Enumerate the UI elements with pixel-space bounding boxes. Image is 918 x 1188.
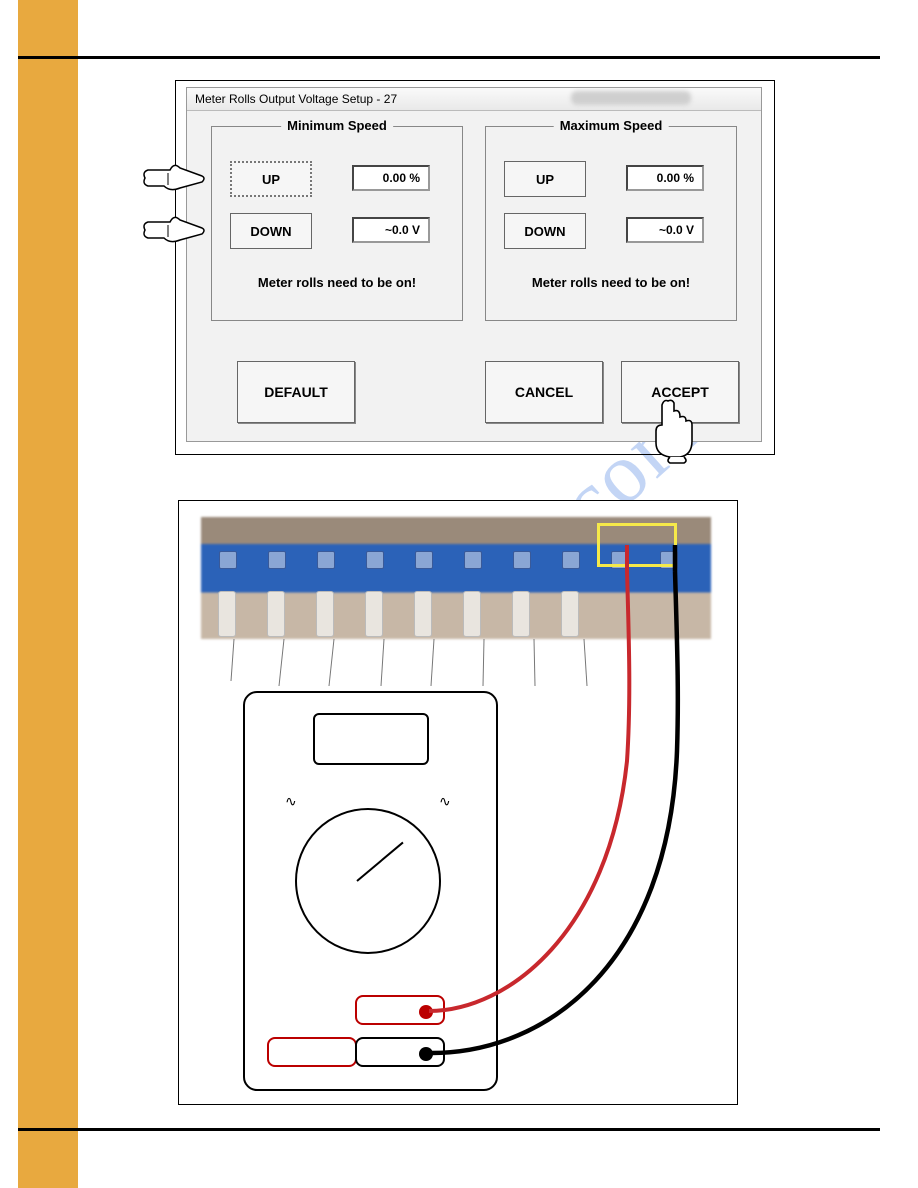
meter-port-red-bottom [267,1037,357,1067]
hand-point-up-icon [140,158,210,198]
terminal-wire [512,591,530,637]
bottom-rule [18,1128,880,1131]
max-down-button[interactable]: DOWN [504,213,586,249]
terminal-screw [317,551,335,569]
max-percent-readout: 0.00 % [626,165,704,191]
group-legend-max: Maximum Speed [554,118,669,133]
terminal-wire [218,591,236,637]
terminal-wire [267,591,285,637]
multimeter-body: ∿ ∿ [243,691,498,1091]
title-blur [571,91,691,105]
terminal-screw [219,551,237,569]
meter-port-red-top [355,995,445,1025]
hand-click-accept-icon [644,395,699,465]
terminal-screw [366,551,384,569]
terminal-wire [316,591,334,637]
group-minimum-speed: Minimum Speed UP DOWN 0.00 % ~0.0 V Mete… [211,126,463,321]
default-button[interactable]: DEFAULT [237,361,355,423]
min-warning-text: Meter rolls need to be on! [212,275,462,290]
meter-port-black [355,1037,445,1067]
sidebar-gold [18,0,78,1188]
cancel-button[interactable]: CANCEL [485,361,603,423]
terminal-wire [561,591,579,637]
ac-symbol-left-icon: ∿ [285,793,297,810]
max-warning-text: Meter rolls need to be on! [486,275,736,290]
terminal-screw [513,551,531,569]
terminal-screw [268,551,286,569]
min-down-button[interactable]: DOWN [230,213,312,249]
terminal-highlight-box [597,523,677,567]
min-up-button[interactable]: UP [230,161,312,197]
group-legend-min: Minimum Speed [281,118,393,133]
hand-point-down-icon [140,210,210,250]
ac-symbol-right-icon: ∿ [439,793,451,810]
terminal-wire [414,591,432,637]
terminal-wire [463,591,481,637]
voltage-setup-dialog: Meter Rolls Output Voltage Setup - 27 Mi… [186,87,762,442]
min-percent-readout: 0.00 % [352,165,430,191]
max-voltage-readout: ~0.0 V [626,217,704,243]
terminal-screw [415,551,433,569]
group-maximum-speed: Maximum Speed UP DOWN 0.00 % ~0.0 V Mete… [485,126,737,321]
terminal-wire [365,591,383,637]
max-up-button[interactable]: UP [504,161,586,197]
top-rule [18,56,880,59]
multimeter-dial [295,808,441,954]
terminal-screw [464,551,482,569]
multimeter-display [313,713,429,765]
terminal-screw [562,551,580,569]
multimeter-figure-frame: ∿ ∿ [178,500,738,1105]
min-voltage-readout: ~0.0 V [352,217,430,243]
